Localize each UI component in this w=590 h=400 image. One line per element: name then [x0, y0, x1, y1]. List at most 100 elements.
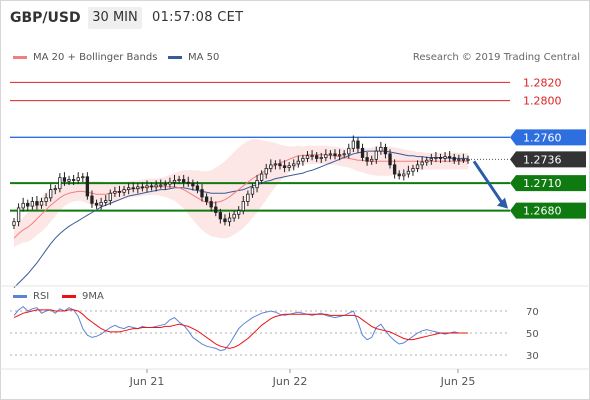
candle-body [328, 153, 333, 156]
candle-body [67, 179, 71, 182]
candle [204, 193, 209, 206]
candle [99, 197, 103, 210]
candle [182, 174, 186, 187]
candle-body [21, 202, 25, 209]
candle [388, 149, 392, 169]
candle [434, 152, 438, 163]
candle [259, 170, 264, 185]
rsi-tick-50: 50 [526, 329, 539, 340]
chart-header: GBP/USD 30 MIN 01:57:08 CET [0, 0, 590, 38]
candle-body [296, 160, 300, 165]
candle [177, 175, 181, 185]
legend-rsi: RSI [13, 291, 49, 302]
candle [163, 180, 167, 190]
candle [149, 182, 154, 191]
candle [250, 183, 255, 198]
candle-body [214, 206, 218, 213]
ma50-line [13, 150, 468, 289]
candle [237, 206, 241, 219]
candle-body [324, 154, 328, 158]
candle-body [172, 180, 177, 183]
candle [145, 180, 149, 193]
price-tag-box [510, 202, 586, 219]
price-tag-text: 1.2760 [523, 131, 562, 144]
candle-body [379, 147, 383, 152]
candle-body [406, 170, 411, 175]
candle-body [200, 189, 204, 198]
candle-body [301, 158, 305, 162]
x-tick-label: Jun 21 [129, 375, 165, 388]
candle-body [438, 157, 443, 159]
candle-body [420, 161, 424, 166]
candle-body [342, 153, 346, 156]
candle-body [204, 196, 209, 202]
candle [296, 155, 300, 168]
candle-body [457, 158, 461, 161]
candle [278, 159, 282, 170]
candle-body [104, 200, 108, 203]
candle [328, 150, 333, 160]
candle-body [347, 147, 351, 155]
candle [195, 181, 200, 194]
forecast-arrow-shaft [472, 160, 504, 204]
legend-rsi-label: RSI [33, 291, 50, 302]
candle [370, 155, 374, 165]
candle [438, 153, 443, 163]
candle [140, 182, 145, 192]
candle [44, 193, 48, 207]
price-tag-box [510, 129, 586, 146]
candle [447, 151, 452, 163]
candle-body [425, 159, 429, 163]
x-tick-label: Jun 25 [440, 375, 476, 388]
candle [126, 183, 131, 195]
candle [397, 170, 401, 180]
candle-body [218, 212, 223, 220]
candle [122, 185, 126, 196]
candle [16, 203, 21, 227]
candle-body [145, 185, 149, 189]
legend-9ma-swatch [62, 294, 76, 298]
candle-body [227, 217, 232, 223]
candle [420, 156, 424, 170]
candle-body [255, 180, 259, 189]
candle-body [99, 202, 103, 206]
candle-body [58, 177, 62, 190]
candle [365, 152, 369, 166]
candle [347, 143, 351, 159]
candle-body [209, 201, 213, 208]
candle-body [411, 168, 415, 172]
candle-body [292, 163, 296, 167]
legend-9ma-label: 9MA [82, 291, 104, 302]
legend-rsi-swatch [13, 294, 27, 298]
candle-body [250, 187, 255, 195]
candle [172, 174, 177, 187]
candle [227, 212, 232, 227]
candle [104, 195, 108, 207]
legend-9ma: 9MA [62, 291, 104, 302]
x-tick-label: Jun 22 [272, 375, 308, 388]
legend-ma50-swatch [168, 55, 182, 59]
candle-body [44, 197, 48, 202]
rsi-layer: 70 50 30 [10, 305, 539, 362]
candle [154, 180, 158, 192]
candle-body [182, 179, 186, 183]
candle-body [195, 185, 200, 190]
candle [360, 143, 365, 162]
clock-label: 01:57:08 CET [152, 10, 244, 25]
candle-body [136, 186, 140, 190]
candle [443, 152, 447, 163]
price-tag-text: 1.2736 [523, 153, 562, 166]
candle [392, 159, 397, 179]
candle [269, 159, 273, 173]
candle-body [113, 191, 117, 194]
candle [457, 154, 461, 165]
candle [49, 184, 53, 202]
timeframe-selector[interactable]: 30 MIN [88, 7, 142, 29]
candle-body [85, 176, 90, 197]
candle [241, 196, 245, 215]
candle [186, 176, 190, 187]
candle-body [360, 147, 365, 158]
candle-body [415, 164, 420, 169]
candle-body [94, 202, 99, 206]
candle-body [365, 157, 369, 162]
